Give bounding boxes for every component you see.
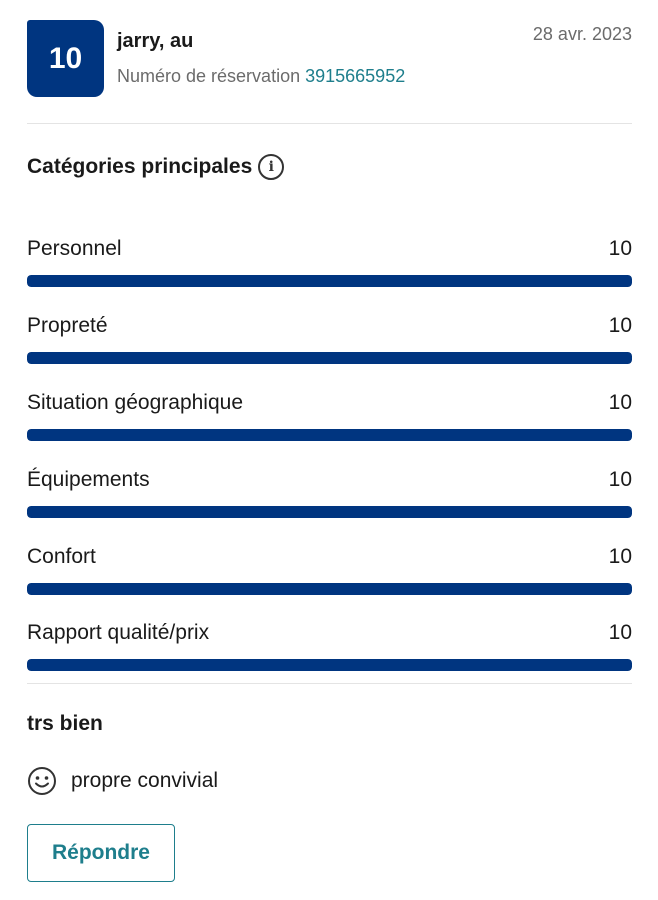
category-label: Équipements xyxy=(27,468,150,491)
category-score: 10 xyxy=(608,621,632,644)
category-label: Situation géographique xyxy=(27,391,244,414)
categories-title: Catégories principales xyxy=(27,155,253,178)
category-score: 10 xyxy=(608,314,632,337)
category-score: 10 xyxy=(608,545,632,568)
category-label: Propreté xyxy=(27,314,108,337)
reviewer-name: jarry, au xyxy=(117,30,194,52)
category-bar xyxy=(27,659,632,671)
category-row: Situation géographique 10 xyxy=(27,391,632,451)
info-icon[interactable]: i xyxy=(258,154,285,180)
booking-number-link[interactable]: 3915665952 xyxy=(305,66,406,86)
smiley-icon xyxy=(28,767,56,795)
category-row: Propreté 10 xyxy=(27,314,632,374)
category-row: Équipements 10 xyxy=(27,468,632,528)
positive-comment-text: propre convivial xyxy=(71,769,219,792)
category-score: 10 xyxy=(608,468,632,491)
category-row: Rapport qualité/prix 10 xyxy=(27,621,632,681)
review-header: 10 jarry, au Numéro de réservation 39156… xyxy=(27,20,632,100)
divider xyxy=(27,683,632,684)
reply-button[interactable]: Répondre xyxy=(27,824,175,882)
category-bar-fill xyxy=(27,429,632,441)
category-row: Confort 10 xyxy=(27,545,632,605)
category-bar xyxy=(27,506,632,518)
category-bar-fill xyxy=(27,659,632,671)
category-bar xyxy=(27,275,632,287)
category-bar xyxy=(27,429,632,441)
category-label: Confort xyxy=(27,545,96,568)
category-bar xyxy=(27,583,632,595)
category-bar xyxy=(27,352,632,364)
booking-label: Numéro de réservation xyxy=(117,66,301,86)
review-score: 10 xyxy=(48,41,83,75)
booking-info: Numéro de réservation 3915665952 xyxy=(117,66,405,87)
review-title: trs bien xyxy=(27,712,103,735)
category-label: Rapport qualité/prix xyxy=(27,621,210,644)
category-bar-fill xyxy=(27,275,632,287)
review-score-badge: 10 xyxy=(27,20,104,97)
review-date: 28 avr. 2023 xyxy=(532,24,632,44)
category-score: 10 xyxy=(608,391,632,414)
category-bar-fill xyxy=(27,352,632,364)
reply-button-label: Répondre xyxy=(51,841,150,864)
category-bar-fill xyxy=(27,506,632,518)
categories-heading: Catégories principales i xyxy=(27,154,285,180)
divider xyxy=(27,123,632,124)
category-bar-fill xyxy=(27,583,632,595)
positive-comment: propre convivial xyxy=(27,766,218,796)
category-label: Personnel xyxy=(27,237,122,260)
category-score: 10 xyxy=(608,237,632,260)
category-row: Personnel 10 xyxy=(27,237,632,297)
